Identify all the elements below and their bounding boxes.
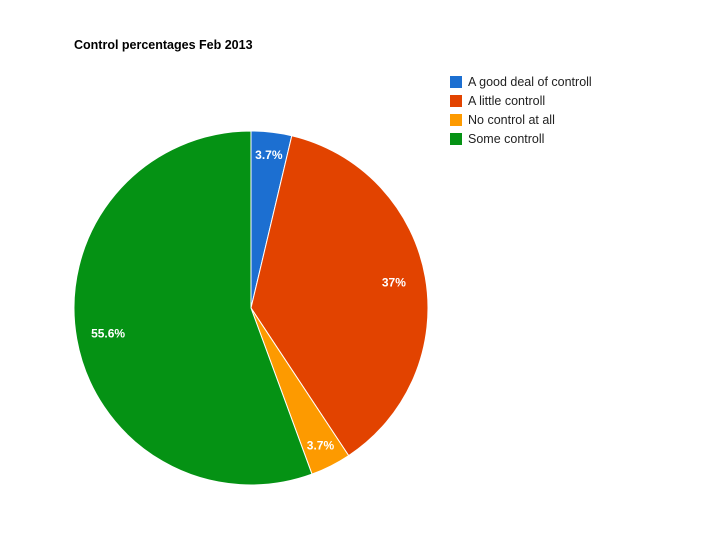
- legend-swatch: [450, 75, 462, 88]
- pie-slices: [73, 130, 429, 486]
- legend-label: A good deal of controll: [468, 74, 592, 89]
- legend-label: No control at all: [468, 112, 555, 127]
- slice-label: 37%: [382, 276, 406, 290]
- slice-label: 3.7%: [307, 438, 335, 452]
- slice-label: 55.6%: [91, 326, 125, 340]
- legend-item-none[interactable]: No control at all: [450, 110, 592, 129]
- legend-swatch: [450, 113, 462, 126]
- pie-slice-labels: 3.7% 37% 3.7% 55.6%: [91, 148, 406, 452]
- legend-item-some[interactable]: Some controll: [450, 129, 592, 148]
- legend-item-little[interactable]: A little controll: [450, 91, 592, 110]
- slice-little[interactable]: [250, 135, 429, 457]
- legend-swatch: [450, 132, 462, 145]
- legend-label: A little controll: [468, 93, 546, 108]
- legend-item-good-deal[interactable]: A good deal of controll: [450, 72, 592, 91]
- legend-swatch: [450, 94, 462, 107]
- slice-some[interactable]: [73, 130, 313, 486]
- legend-label: Some controll: [468, 131, 545, 146]
- chart-title: Control percentages Feb 2013: [74, 38, 253, 52]
- slice-label: 3.7%: [255, 148, 283, 162]
- legend: A good deal of controll A little control…: [450, 72, 592, 148]
